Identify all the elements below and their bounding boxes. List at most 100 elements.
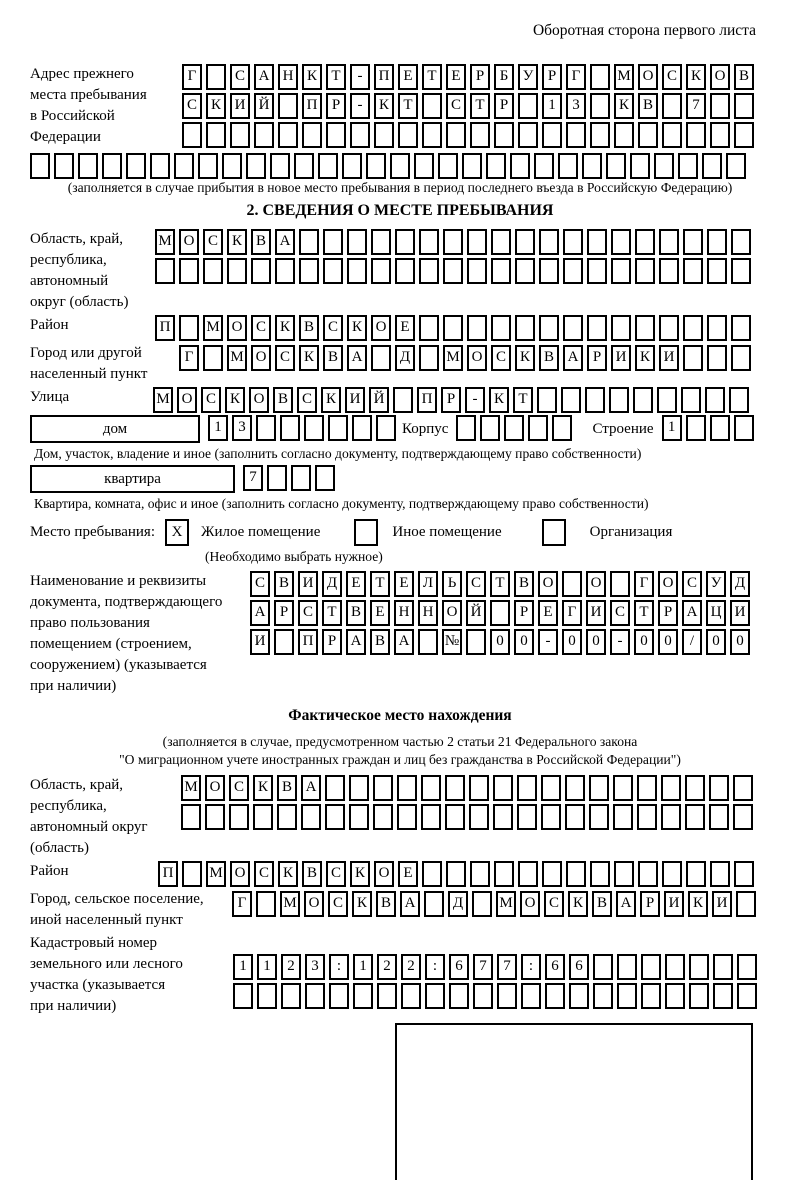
char-cell[interactable]: [305, 983, 325, 1009]
char-cell[interactable]: [374, 122, 394, 148]
char-cell[interactable]: [685, 804, 705, 830]
char-cell[interactable]: Е: [398, 64, 418, 90]
char-cell[interactable]: Р: [587, 345, 607, 371]
char-cell[interactable]: О: [251, 345, 271, 371]
char-cell[interactable]: С: [446, 93, 466, 119]
char-cell[interactable]: [563, 258, 583, 284]
char-cell[interactable]: [565, 775, 585, 801]
char-cell[interactable]: К: [227, 229, 247, 255]
char-cell[interactable]: [737, 983, 757, 1009]
char-cell[interactable]: О: [658, 571, 678, 597]
char-cell[interactable]: [342, 153, 362, 179]
char-cell[interactable]: [299, 258, 319, 284]
char-cell[interactable]: [155, 258, 175, 284]
char-cell[interactable]: [609, 387, 629, 413]
char-cell[interactable]: Й: [254, 93, 274, 119]
char-cell[interactable]: И: [230, 93, 250, 119]
char-cell[interactable]: -: [538, 629, 558, 655]
char-cell[interactable]: 0: [706, 629, 726, 655]
char-cell[interactable]: [665, 954, 685, 980]
char-cell[interactable]: [445, 775, 465, 801]
char-cell[interactable]: А: [616, 891, 636, 917]
char-cell[interactable]: [373, 775, 393, 801]
char-cell[interactable]: [419, 229, 439, 255]
char-cell[interactable]: [562, 571, 582, 597]
char-cell[interactable]: П: [298, 629, 318, 655]
char-cell[interactable]: К: [374, 93, 394, 119]
char-cell[interactable]: [443, 315, 463, 341]
char-cell[interactable]: [611, 229, 631, 255]
char-cell[interactable]: Н: [394, 600, 414, 626]
char-cell[interactable]: [270, 153, 290, 179]
char-cell[interactable]: [515, 258, 535, 284]
char-cell[interactable]: [299, 229, 319, 255]
char-cell[interactable]: [518, 861, 538, 887]
char-cell[interactable]: [662, 122, 682, 148]
char-cell[interactable]: [419, 258, 439, 284]
char-cell[interactable]: К: [688, 891, 708, 917]
char-cell[interactable]: Т: [398, 93, 418, 119]
char-cell[interactable]: У: [518, 64, 538, 90]
char-cell[interactable]: И: [250, 629, 270, 655]
char-cell[interactable]: В: [273, 387, 293, 413]
char-cell[interactable]: [709, 415, 730, 441]
char-cell[interactable]: [229, 804, 249, 830]
char-cell[interactable]: А: [394, 629, 414, 655]
char-cell[interactable]: [395, 258, 415, 284]
char-cell[interactable]: [707, 315, 727, 341]
char-cell[interactable]: 1: [208, 415, 228, 441]
char-cell[interactable]: 1: [542, 93, 562, 119]
char-cell[interactable]: О: [227, 315, 247, 341]
char-cell[interactable]: [294, 153, 314, 179]
char-cell[interactable]: [462, 153, 482, 179]
char-cell[interactable]: [397, 775, 417, 801]
char-cell[interactable]: [323, 229, 343, 255]
char-cell[interactable]: [641, 983, 661, 1009]
char-cell[interactable]: А: [347, 345, 367, 371]
char-cell[interactable]: [467, 315, 487, 341]
char-cell[interactable]: О: [586, 571, 606, 597]
char-cell[interactable]: [662, 861, 682, 887]
char-cell[interactable]: [539, 315, 559, 341]
char-cell[interactable]: К: [225, 387, 245, 413]
char-cell[interactable]: [614, 861, 634, 887]
char-cell[interactable]: [54, 153, 74, 179]
char-cell[interactable]: [449, 983, 469, 1009]
char-cell[interactable]: [582, 153, 602, 179]
char-cell[interactable]: [737, 954, 757, 980]
char-cell[interactable]: Е: [538, 600, 558, 626]
char-cell[interactable]: 7: [497, 954, 517, 980]
char-cell[interactable]: С: [250, 571, 270, 597]
char-cell[interactable]: [377, 983, 397, 1009]
char-cell[interactable]: А: [563, 345, 583, 371]
char-cell[interactable]: О: [538, 571, 558, 597]
char-cell[interactable]: [733, 415, 754, 441]
char-cell[interactable]: [726, 153, 746, 179]
char-cell[interactable]: С: [297, 387, 317, 413]
char-cell[interactable]: [510, 153, 530, 179]
char-cell[interactable]: 0: [562, 629, 582, 655]
char-cell[interactable]: [398, 122, 418, 148]
char-cell[interactable]: [422, 122, 442, 148]
char-cell[interactable]: С: [201, 387, 221, 413]
char-cell[interactable]: [425, 983, 445, 1009]
char-cell[interactable]: [373, 804, 393, 830]
char-cell[interactable]: 0: [634, 629, 654, 655]
char-cell[interactable]: [328, 415, 348, 441]
char-cell[interactable]: А: [250, 600, 270, 626]
char-cell[interactable]: №: [442, 629, 462, 655]
char-cell[interactable]: Т: [370, 571, 390, 597]
char-cell[interactable]: [393, 387, 413, 413]
char-cell[interactable]: [731, 345, 751, 371]
char-cell[interactable]: С: [610, 600, 630, 626]
char-cell[interactable]: Р: [542, 64, 562, 90]
char-cell[interactable]: П: [155, 315, 175, 341]
char-cell[interactable]: К: [253, 775, 273, 801]
char-cell[interactable]: [545, 983, 565, 1009]
char-cell[interactable]: [256, 415, 276, 441]
char-cell[interactable]: П: [158, 861, 178, 887]
char-cell[interactable]: [401, 983, 421, 1009]
char-cell[interactable]: О: [374, 861, 394, 887]
char-cell[interactable]: [563, 229, 583, 255]
char-cell[interactable]: [422, 93, 442, 119]
